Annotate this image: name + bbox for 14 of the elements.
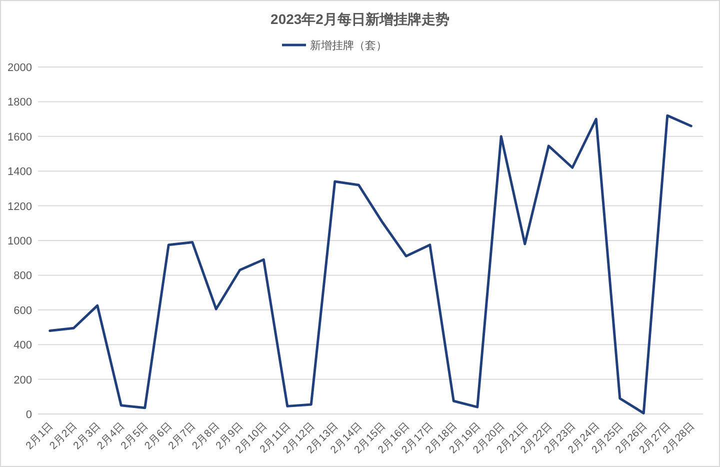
y-tick-label: 600 <box>14 304 32 317</box>
line-series <box>48 114 692 414</box>
y-tick-label: 1800 <box>8 96 32 109</box>
chart-title: 2023年2月每日新增挂牌走势 <box>270 11 450 27</box>
y-tick-label: 0 <box>26 409 32 421</box>
y-tick-label: 400 <box>14 340 32 352</box>
y-tick-label: 2000 <box>8 62 32 74</box>
y-tick-label: 1400 <box>8 166 32 178</box>
legend-label: 新增挂牌（套） <box>310 39 387 52</box>
y-tick-label: 1600 <box>8 131 32 144</box>
y-tick-label: 1000 <box>8 236 32 248</box>
y-tick-label: 800 <box>14 270 32 282</box>
y-tick-label: 200 <box>14 374 32 386</box>
y-tick-label: 1200 <box>8 200 32 213</box>
